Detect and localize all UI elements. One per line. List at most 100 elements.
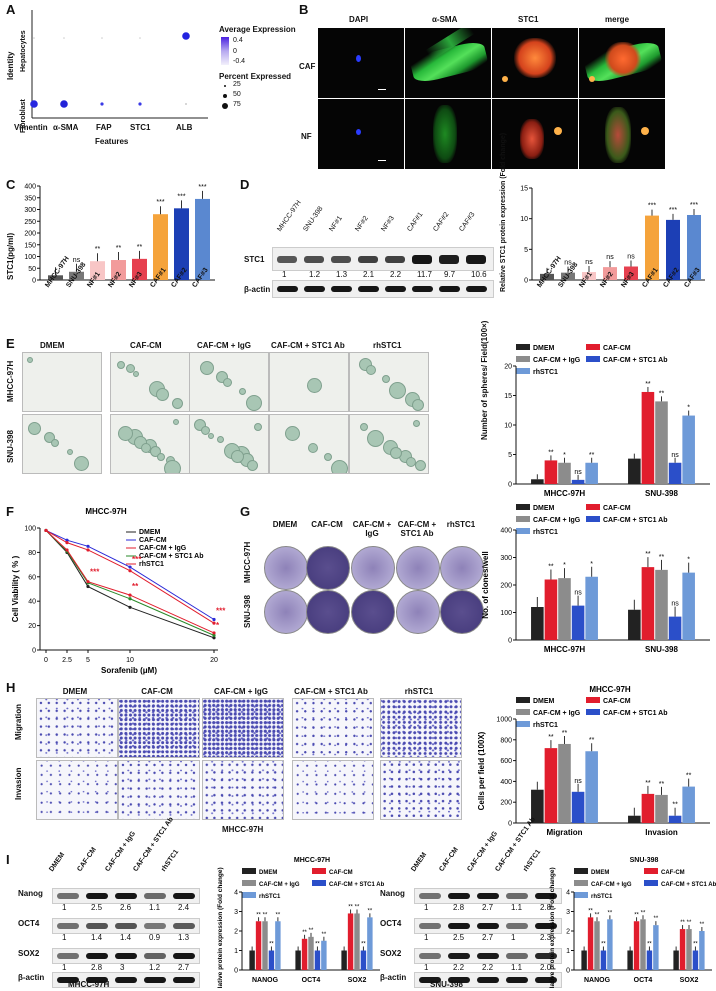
a-avg-tick: -0.4 bbox=[233, 58, 246, 65]
e-legend-swatch bbox=[586, 356, 600, 362]
i-right-band bbox=[506, 977, 528, 983]
h-legend-label: CAF-CM bbox=[603, 698, 631, 705]
e-legend-label: DMEM bbox=[533, 345, 555, 352]
e-sphere bbox=[118, 426, 133, 441]
e-sphere bbox=[412, 399, 424, 411]
e-sphere bbox=[254, 423, 262, 431]
e-sphere-image bbox=[189, 414, 269, 474]
i-bar bbox=[295, 950, 301, 970]
e-sphere bbox=[74, 456, 89, 471]
i-legend-label: rhSTC1 bbox=[591, 894, 613, 900]
d-blot-col-label: CAF#2 bbox=[432, 211, 451, 233]
panel-label-e: E bbox=[6, 336, 15, 351]
d-sig: ns bbox=[585, 259, 593, 266]
g-sig: * bbox=[687, 557, 690, 564]
i-bar bbox=[581, 950, 587, 970]
i-group-label: SOX2 bbox=[680, 977, 699, 984]
g-colony-dish bbox=[351, 590, 395, 634]
h-legend-label: CAF-CM + IgG bbox=[533, 710, 581, 717]
c-sig: ns bbox=[73, 257, 81, 264]
i-left-col-label: CAF-CM bbox=[76, 846, 98, 873]
h-sig: ** bbox=[548, 734, 554, 741]
i-bar bbox=[249, 950, 255, 970]
h-sig: ** bbox=[589, 737, 595, 744]
e-sphere bbox=[239, 388, 246, 395]
f-point bbox=[128, 605, 132, 609]
g-row-mhcc: MHCC-97H bbox=[243, 541, 252, 583]
x-tick-label: 20 bbox=[210, 657, 218, 664]
e-sphere bbox=[133, 371, 139, 377]
e-sphere-image bbox=[22, 352, 102, 412]
y-tick-label: 200 bbox=[500, 583, 512, 590]
d-sig: ns bbox=[564, 260, 572, 267]
b-img-caf-merge bbox=[579, 28, 665, 98]
g-col-label: rhSTC1 bbox=[446, 520, 476, 529]
i-chart-title: MHCC-97H bbox=[294, 857, 330, 864]
y-tick-label: 1000 bbox=[496, 717, 512, 724]
d-ylabel: Relative STC1 protein expression (Fold c… bbox=[500, 132, 507, 292]
f-point bbox=[86, 580, 90, 584]
i-sig: ** bbox=[355, 904, 360, 910]
i-left-quant-value: 1.3 bbox=[178, 933, 190, 942]
i-right-band bbox=[448, 953, 470, 959]
f-sig: ** bbox=[132, 582, 139, 591]
i-left-quant-value: 2.6 bbox=[120, 903, 132, 912]
a-pct-tick: 75 bbox=[233, 101, 241, 108]
i-right-quant-value: 2.7 bbox=[482, 933, 494, 942]
e-sphere-image bbox=[269, 352, 349, 412]
a-colorbar bbox=[221, 37, 229, 65]
y-tick-label: 600 bbox=[500, 758, 512, 765]
i-bar bbox=[640, 919, 646, 970]
d-sig: ns bbox=[606, 254, 614, 261]
g-colony-dish bbox=[396, 546, 440, 590]
y-tick-label: 1 bbox=[234, 948, 238, 955]
i-bar bbox=[594, 921, 600, 970]
e-sphere bbox=[382, 375, 390, 383]
c-bar bbox=[132, 258, 147, 280]
i-legend-label: CAF-CM + STC1 Ab bbox=[661, 882, 716, 888]
g-sig: ** bbox=[659, 554, 665, 561]
d-quant-value: 9.7 bbox=[444, 270, 456, 279]
f-legend-label: CAF-CM + IgG bbox=[139, 545, 187, 552]
y-tick-label: 10 bbox=[504, 423, 512, 430]
e-row-snu: SNU-398 bbox=[6, 430, 15, 463]
g-colony-dish bbox=[351, 546, 395, 590]
y-tick-label: 150 bbox=[24, 242, 36, 249]
h-transwell-image bbox=[118, 760, 200, 820]
i-sig: ** bbox=[361, 942, 366, 948]
d-bar bbox=[540, 273, 554, 280]
e-sig: ns bbox=[671, 452, 679, 459]
d-quant-value: 1.3 bbox=[336, 270, 348, 279]
e-row-mhcc: MHCC-97H bbox=[6, 360, 15, 402]
i-left-band bbox=[57, 953, 79, 959]
a-col-fap: FAP bbox=[96, 123, 112, 132]
i-left-row-label: SOX2 bbox=[18, 949, 40, 958]
b-img-caf-asma bbox=[405, 28, 491, 98]
i-legend-swatch bbox=[312, 868, 326, 874]
h-bar bbox=[641, 793, 655, 823]
x-tick-label: 2.5 bbox=[62, 657, 72, 664]
a-col-alb: ALB bbox=[176, 123, 193, 132]
e-col-label: rhSTC1 bbox=[373, 341, 402, 350]
f-point bbox=[128, 593, 132, 597]
g-bar bbox=[585, 576, 598, 640]
y-tick-label: 10 bbox=[520, 216, 528, 223]
y-tick-label: 20 bbox=[504, 364, 512, 371]
b-col-dapi: DAPI bbox=[349, 15, 369, 24]
i-sig: ** bbox=[634, 912, 639, 918]
d-band-stc1 bbox=[358, 255, 378, 264]
d-band-actin bbox=[439, 286, 460, 292]
i-sig: ** bbox=[641, 910, 646, 916]
e-sphere bbox=[208, 433, 214, 439]
e-sphere bbox=[413, 420, 420, 427]
g-bar bbox=[655, 569, 668, 640]
d-bar bbox=[687, 214, 701, 280]
i-left-blot bbox=[52, 888, 200, 904]
d-bar bbox=[624, 266, 638, 280]
e-sphere bbox=[164, 460, 181, 473]
g-legend-label: DMEM bbox=[533, 505, 555, 512]
i-left-band bbox=[57, 893, 79, 899]
d-blot-stc1 bbox=[272, 247, 494, 271]
f-chart: MHCC-97H 0 20 40 60 80 100 0 2.5 5 10 20 Sorafenib (… bbox=[11, 507, 226, 675]
